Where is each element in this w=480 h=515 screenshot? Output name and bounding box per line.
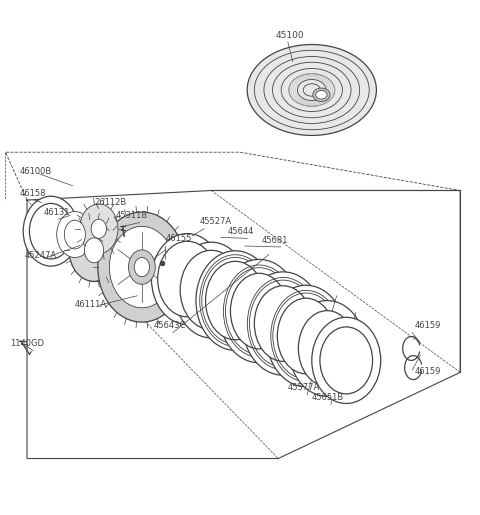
Text: 45644: 45644 — [228, 227, 254, 236]
Ellipse shape — [196, 251, 275, 350]
Ellipse shape — [64, 220, 85, 249]
Text: 1140GD: 1140GD — [10, 339, 44, 349]
Ellipse shape — [277, 298, 335, 374]
Ellipse shape — [320, 327, 372, 394]
Ellipse shape — [247, 44, 376, 135]
Ellipse shape — [23, 196, 79, 266]
Text: 45651B: 45651B — [312, 393, 344, 402]
Ellipse shape — [312, 317, 381, 403]
Ellipse shape — [29, 203, 72, 259]
Text: 46131: 46131 — [44, 208, 70, 217]
Text: 45681: 45681 — [262, 235, 288, 245]
Ellipse shape — [313, 88, 330, 101]
Text: 46111A: 46111A — [75, 300, 107, 309]
Text: 45100: 45100 — [276, 31, 304, 40]
Ellipse shape — [98, 212, 186, 322]
Ellipse shape — [174, 242, 249, 338]
Ellipse shape — [242, 272, 324, 375]
Ellipse shape — [180, 250, 242, 330]
Text: 46155: 46155 — [166, 234, 192, 243]
Ellipse shape — [157, 241, 217, 317]
Ellipse shape — [266, 285, 346, 387]
Text: 45311B: 45311B — [116, 211, 148, 220]
Text: 45527A: 45527A — [199, 217, 231, 227]
Ellipse shape — [254, 286, 312, 362]
Text: 45643C: 45643C — [154, 321, 186, 330]
Ellipse shape — [152, 234, 223, 324]
Ellipse shape — [69, 219, 119, 281]
Ellipse shape — [218, 260, 300, 363]
Text: 46158: 46158 — [20, 188, 47, 198]
Ellipse shape — [299, 311, 356, 386]
Ellipse shape — [289, 301, 365, 397]
Ellipse shape — [129, 250, 156, 284]
Ellipse shape — [91, 219, 107, 238]
Ellipse shape — [205, 261, 265, 340]
Text: 46159: 46159 — [415, 367, 441, 376]
Ellipse shape — [84, 238, 104, 263]
Text: 26112B: 26112B — [94, 198, 126, 207]
Text: 45247A: 45247A — [24, 251, 57, 260]
Ellipse shape — [57, 212, 93, 258]
Text: 46100B: 46100B — [20, 167, 52, 176]
Ellipse shape — [134, 258, 150, 277]
Ellipse shape — [230, 273, 288, 349]
Text: 45577A: 45577A — [288, 384, 320, 392]
Ellipse shape — [316, 91, 327, 99]
Ellipse shape — [109, 227, 174, 308]
Text: 46159: 46159 — [415, 321, 441, 330]
Ellipse shape — [80, 204, 118, 254]
